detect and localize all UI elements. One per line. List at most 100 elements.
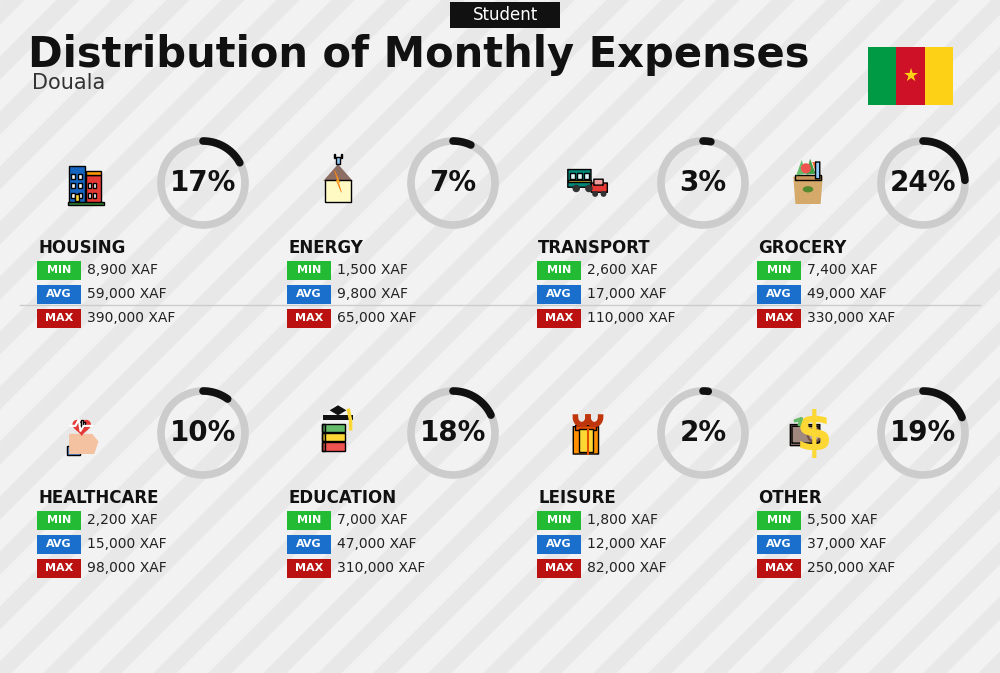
Text: MAX: MAX — [545, 313, 573, 323]
Text: 59,000 XAF: 59,000 XAF — [87, 287, 167, 301]
FancyBboxPatch shape — [88, 184, 91, 188]
Text: 8,900 XAF: 8,900 XAF — [87, 263, 158, 277]
FancyBboxPatch shape — [79, 422, 85, 425]
Text: 5,500 XAF: 5,500 XAF — [807, 513, 878, 527]
Text: 18%: 18% — [420, 419, 486, 447]
FancyBboxPatch shape — [757, 534, 801, 553]
FancyBboxPatch shape — [67, 446, 80, 455]
Text: MAX: MAX — [295, 313, 323, 323]
FancyBboxPatch shape — [93, 192, 96, 198]
FancyBboxPatch shape — [537, 559, 581, 577]
Text: 1,500 XAF: 1,500 XAF — [337, 263, 408, 277]
Circle shape — [572, 184, 580, 192]
FancyBboxPatch shape — [322, 442, 325, 451]
FancyBboxPatch shape — [537, 308, 581, 328]
FancyBboxPatch shape — [792, 426, 818, 443]
FancyBboxPatch shape — [757, 511, 801, 530]
Polygon shape — [330, 405, 346, 415]
FancyBboxPatch shape — [577, 173, 582, 179]
Text: 82,000 XAF: 82,000 XAF — [587, 561, 667, 575]
FancyBboxPatch shape — [37, 534, 81, 553]
FancyBboxPatch shape — [816, 162, 820, 179]
FancyBboxPatch shape — [287, 285, 331, 304]
Text: 390,000 XAF: 390,000 XAF — [87, 311, 175, 325]
Text: 2,600 XAF: 2,600 XAF — [587, 263, 658, 277]
FancyBboxPatch shape — [537, 260, 581, 279]
FancyBboxPatch shape — [591, 183, 607, 192]
FancyBboxPatch shape — [336, 157, 340, 164]
Text: $: $ — [796, 409, 833, 461]
Text: AVG: AVG — [296, 289, 322, 299]
Text: 7,000 XAF: 7,000 XAF — [337, 513, 408, 527]
Polygon shape — [796, 160, 806, 176]
FancyBboxPatch shape — [86, 174, 101, 204]
FancyBboxPatch shape — [584, 173, 589, 179]
Text: MIN: MIN — [47, 515, 71, 525]
FancyBboxPatch shape — [88, 192, 91, 198]
FancyBboxPatch shape — [287, 308, 331, 328]
Text: ENERGY: ENERGY — [288, 239, 363, 257]
FancyBboxPatch shape — [325, 180, 351, 202]
FancyBboxPatch shape — [287, 534, 331, 553]
FancyBboxPatch shape — [757, 260, 801, 279]
Text: EDUCATION: EDUCATION — [288, 489, 396, 507]
FancyBboxPatch shape — [86, 171, 101, 174]
FancyBboxPatch shape — [287, 260, 331, 279]
Text: AVG: AVG — [546, 289, 572, 299]
Polygon shape — [806, 159, 816, 174]
FancyBboxPatch shape — [69, 166, 85, 204]
Text: 7%: 7% — [429, 169, 477, 197]
FancyBboxPatch shape — [78, 184, 82, 188]
Polygon shape — [323, 164, 353, 181]
FancyBboxPatch shape — [78, 174, 82, 179]
Text: 98,000 XAF: 98,000 XAF — [87, 561, 167, 575]
FancyBboxPatch shape — [579, 429, 593, 452]
Text: 15,000 XAF: 15,000 XAF — [87, 537, 167, 551]
FancyBboxPatch shape — [322, 442, 345, 451]
Text: AVG: AVG — [46, 289, 72, 299]
Text: AVG: AVG — [766, 289, 792, 299]
FancyBboxPatch shape — [75, 194, 79, 201]
FancyBboxPatch shape — [37, 559, 81, 577]
Circle shape — [585, 184, 593, 192]
Text: MIN: MIN — [547, 265, 571, 275]
FancyBboxPatch shape — [896, 47, 925, 105]
Text: 250,000 XAF: 250,000 XAF — [807, 561, 895, 575]
Text: 1,800 XAF: 1,800 XAF — [587, 513, 658, 527]
FancyBboxPatch shape — [341, 154, 342, 157]
Text: ★: ★ — [902, 67, 919, 85]
Text: 10%: 10% — [170, 419, 236, 447]
FancyBboxPatch shape — [322, 424, 325, 432]
Text: HOUSING: HOUSING — [38, 239, 125, 257]
Ellipse shape — [803, 186, 813, 192]
FancyBboxPatch shape — [93, 184, 96, 188]
FancyBboxPatch shape — [37, 308, 81, 328]
FancyBboxPatch shape — [322, 433, 345, 441]
Text: 19%: 19% — [890, 419, 956, 447]
Text: Douala: Douala — [32, 73, 105, 93]
FancyBboxPatch shape — [757, 559, 801, 577]
Circle shape — [601, 191, 606, 197]
FancyBboxPatch shape — [795, 176, 821, 180]
FancyBboxPatch shape — [71, 184, 75, 188]
Text: MIN: MIN — [47, 265, 71, 275]
Text: MAX: MAX — [45, 313, 73, 323]
Polygon shape — [335, 170, 341, 192]
Text: 47,000 XAF: 47,000 XAF — [337, 537, 416, 551]
Polygon shape — [793, 177, 823, 204]
FancyBboxPatch shape — [925, 47, 953, 105]
Text: 2,200 XAF: 2,200 XAF — [87, 513, 158, 527]
Circle shape — [801, 164, 811, 174]
FancyBboxPatch shape — [322, 433, 325, 441]
Text: MAX: MAX — [765, 563, 793, 573]
Text: AVG: AVG — [546, 539, 572, 549]
Text: LEISURE: LEISURE — [538, 489, 616, 507]
Polygon shape — [69, 434, 98, 454]
FancyBboxPatch shape — [573, 427, 599, 454]
Text: MAX: MAX — [45, 563, 73, 573]
Text: 17,000 XAF: 17,000 XAF — [587, 287, 667, 301]
Text: 310,000 XAF: 310,000 XAF — [337, 561, 425, 575]
Polygon shape — [323, 415, 353, 421]
FancyBboxPatch shape — [37, 260, 81, 279]
FancyBboxPatch shape — [868, 47, 896, 105]
